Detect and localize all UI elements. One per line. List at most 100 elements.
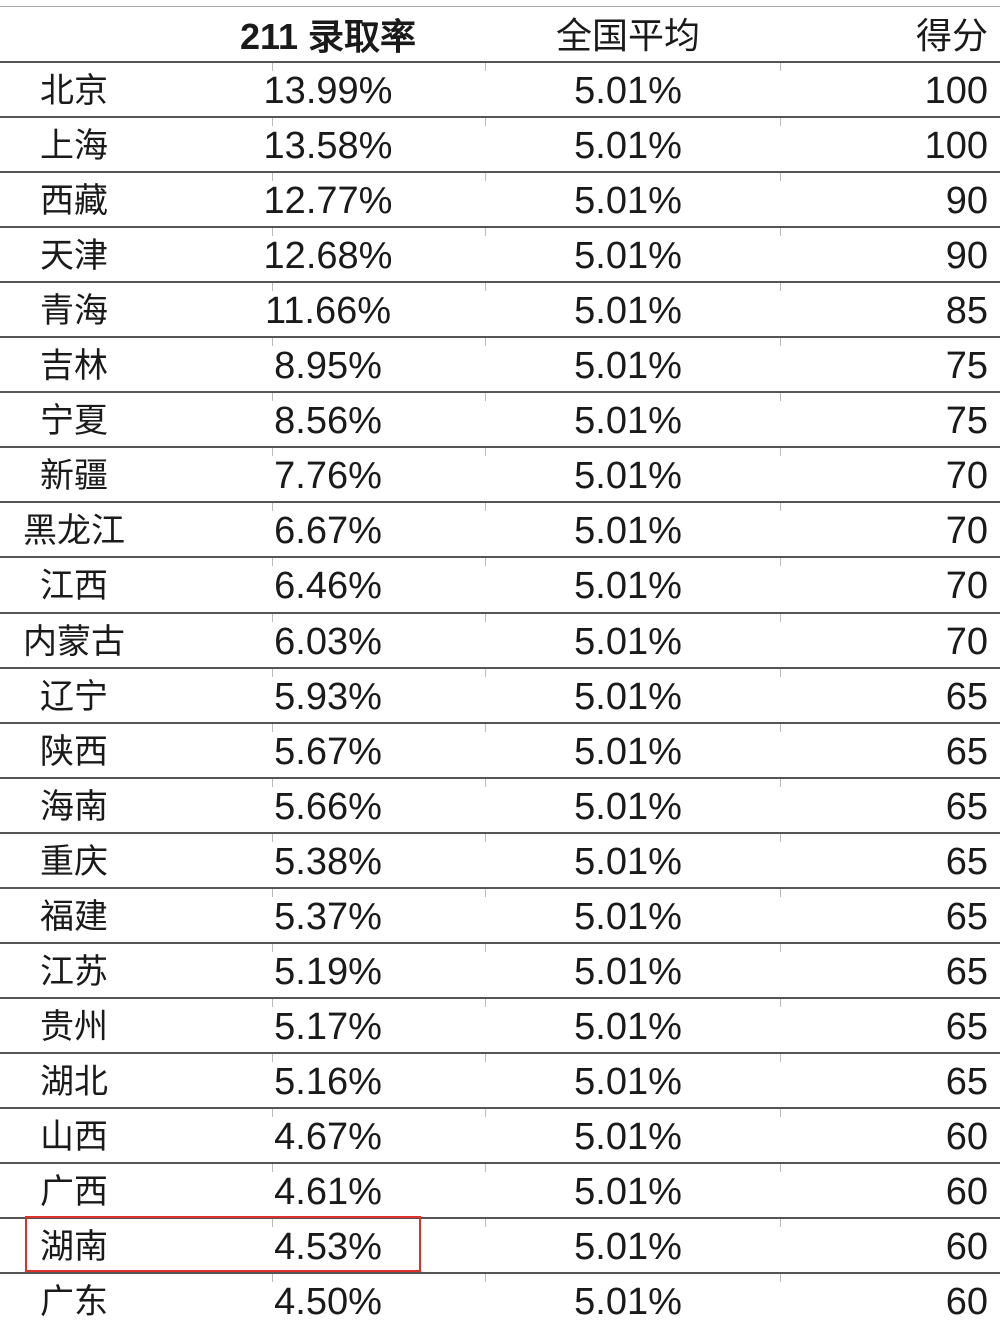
row-divider bbox=[0, 1217, 1000, 1220]
row-divider bbox=[0, 336, 1000, 339]
cell-tick bbox=[272, 1108, 273, 1117]
cell-tick bbox=[485, 1219, 486, 1228]
national-avg-cell: 5.01% bbox=[574, 510, 682, 553]
cell-tick bbox=[272, 613, 273, 622]
national-avg-cell: 5.01% bbox=[574, 730, 682, 773]
score-cell: 85 bbox=[945, 290, 988, 333]
rate-cell: 4.67% bbox=[274, 1115, 382, 1158]
rate-cell: 12.68% bbox=[263, 235, 393, 278]
table-row: 江西 6.46% 5.01% 70 bbox=[0, 557, 1000, 612]
cell-tick bbox=[780, 888, 781, 897]
cell-tick bbox=[272, 1274, 273, 1283]
row-divider bbox=[0, 1162, 1000, 1164]
cell-tick bbox=[272, 393, 273, 402]
national-avg-cell: 5.01% bbox=[574, 1005, 682, 1048]
national-avg-cell: 5.01% bbox=[574, 1115, 682, 1158]
cell-tick bbox=[272, 833, 273, 842]
cell-tick bbox=[272, 338, 273, 347]
row-divider bbox=[0, 281, 1000, 284]
cell-tick bbox=[272, 558, 273, 567]
cell-tick bbox=[485, 228, 486, 237]
cell-tick bbox=[485, 558, 486, 567]
cell-tick bbox=[485, 503, 486, 512]
province-cell: 青海 bbox=[40, 291, 108, 332]
province-cell: 上海 bbox=[40, 126, 108, 167]
cell-tick bbox=[485, 1053, 486, 1062]
table-row: 青海 11.66% 5.01% 85 bbox=[0, 282, 1000, 337]
rate-cell: 13.58% bbox=[263, 125, 393, 168]
cell-tick bbox=[780, 668, 781, 677]
table-row: 宁夏 8.56% 5.01% 75 bbox=[0, 392, 1000, 447]
province-cell: 广东 bbox=[40, 1282, 108, 1323]
cell-tick bbox=[780, 503, 781, 512]
rate-cell: 6.46% bbox=[274, 565, 382, 608]
table-row: 贵州 5.17% 5.01% 65 bbox=[0, 998, 1000, 1053]
score-cell: 60 bbox=[945, 1115, 988, 1158]
header-rate: 211 录取率 bbox=[239, 16, 417, 57]
rate-cell: 6.67% bbox=[274, 510, 382, 553]
header-province bbox=[14, 8, 134, 63]
table-row: 福建 5.37% 5.01% 65 bbox=[0, 888, 1000, 943]
province-cell: 湖南 bbox=[40, 1227, 108, 1268]
province-cell: 山西 bbox=[40, 1116, 108, 1157]
national-avg-cell: 5.01% bbox=[574, 1060, 682, 1103]
score-cell: 60 bbox=[945, 1171, 988, 1213]
highlight-box bbox=[25, 1216, 421, 1273]
table-row: 湖南 4.53% 5.01% 60 bbox=[0, 1218, 1000, 1273]
cell-tick bbox=[780, 448, 781, 457]
header-national-avg: 全国平均 bbox=[555, 16, 700, 57]
rate-cell: 5.17% bbox=[274, 1005, 382, 1048]
rate-cell: 5.16% bbox=[274, 1060, 382, 1103]
cell-tick bbox=[272, 118, 273, 127]
score-cell: 100 bbox=[924, 125, 988, 168]
rate-cell: 5.66% bbox=[274, 785, 382, 828]
cell-tick bbox=[272, 723, 273, 732]
cell-tick bbox=[780, 283, 781, 292]
row-divider bbox=[0, 611, 1000, 614]
cell-tick bbox=[780, 173, 781, 182]
national-avg-cell: 5.01% bbox=[574, 455, 682, 498]
cell-tick bbox=[272, 778, 273, 787]
rate-cell: 6.03% bbox=[274, 620, 382, 663]
cell-tick bbox=[780, 778, 781, 787]
cell-tick bbox=[272, 888, 273, 897]
row-divider bbox=[0, 776, 1000, 779]
cell-tick bbox=[780, 558, 781, 567]
cell-tick bbox=[485, 888, 486, 897]
row-divider bbox=[0, 501, 1000, 504]
province-cell: 江西 bbox=[40, 566, 108, 607]
cell-tick bbox=[780, 63, 781, 71]
province-cell: 江苏 bbox=[40, 951, 108, 992]
cell-tick bbox=[780, 723, 781, 732]
province-cell: 辽宁 bbox=[40, 676, 108, 717]
rate-cell: 5.67% bbox=[274, 730, 382, 773]
row-divider bbox=[0, 831, 1000, 834]
rate-cell: 5.93% bbox=[274, 675, 382, 718]
score-cell: 65 bbox=[945, 675, 988, 718]
cell-tick bbox=[485, 723, 486, 732]
score-cell: 75 bbox=[945, 345, 988, 388]
national-avg-cell: 5.01% bbox=[574, 785, 682, 828]
province-cell: 天津 bbox=[40, 236, 108, 277]
table-row: 新疆 7.76% 5.01% 70 bbox=[0, 447, 1000, 502]
score-cell: 100 bbox=[924, 70, 988, 112]
province-cell: 吉林 bbox=[40, 346, 108, 387]
table-row: 黑龙江 6.67% 5.01% 70 bbox=[0, 502, 1000, 557]
cell-tick bbox=[485, 118, 486, 127]
table-row: 江苏 5.19% 5.01% 65 bbox=[0, 943, 1000, 998]
row-divider bbox=[0, 391, 1000, 394]
cell-tick bbox=[272, 943, 273, 952]
cell-tick bbox=[485, 173, 486, 182]
province-cell: 陕西 bbox=[40, 731, 108, 772]
cell-tick bbox=[485, 1274, 486, 1283]
table-row: 陕西 5.67% 5.01% 65 bbox=[0, 723, 1000, 778]
score-cell: 70 bbox=[945, 510, 988, 553]
cell-tick bbox=[485, 998, 486, 1007]
score-cell: 65 bbox=[945, 1060, 988, 1103]
row-divider bbox=[0, 226, 1000, 229]
row-divider bbox=[0, 1106, 1000, 1109]
score-cell: 65 bbox=[945, 730, 988, 773]
row-divider bbox=[0, 171, 1000, 174]
cell-tick bbox=[780, 833, 781, 842]
province-cell: 湖北 bbox=[40, 1061, 108, 1102]
